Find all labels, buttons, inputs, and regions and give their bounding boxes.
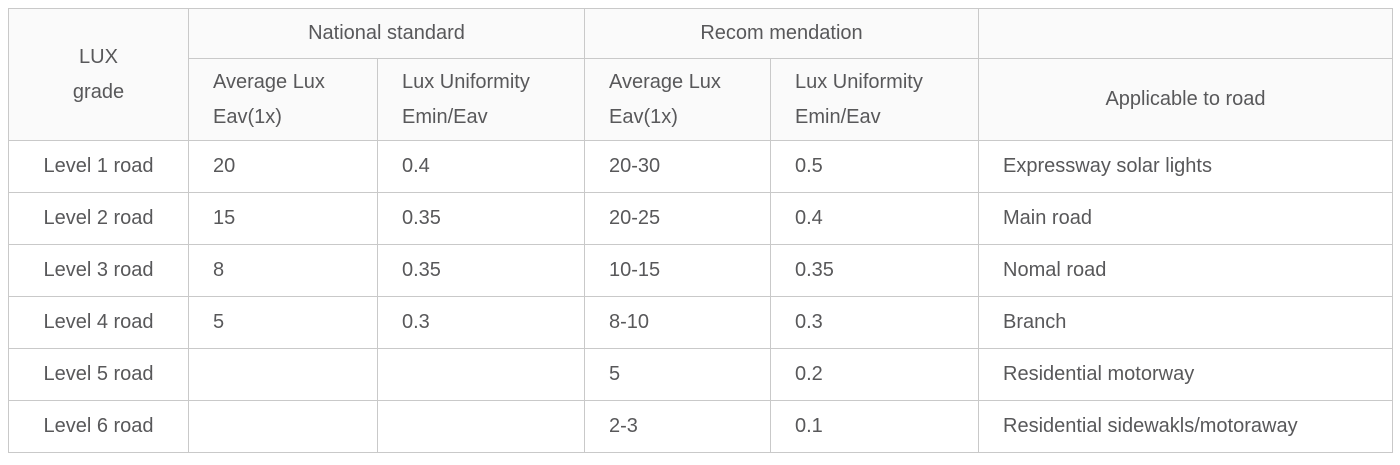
cell-national-avg: 5 [188,296,378,349]
table-row-level-4: Level 4 road 5 0.3 8-10 0.3 Branch [8,296,1393,349]
cell-national-avg: 20 [188,140,378,193]
cell-recom-uniformity: 0.3 [770,296,979,349]
cell-recom-avg: 8-10 [584,296,771,349]
cell-applicable: Residential sidewakls/motoraway [978,400,1393,453]
header-recom-uniformity: Lux Uniformity Emin/Eav [770,58,979,141]
cell-grade: Level 3 road [8,244,189,297]
header-applicable-to-road: Applicable to road [978,58,1393,141]
header-national-average-lux: Average Lux Eav(1x) [188,58,378,141]
cell-recom-avg: 10-15 [584,244,771,297]
cell-recom-avg: 5 [584,348,771,401]
lux-grade-table: LUX grade National standard Recom mendat… [8,8,1393,453]
cell-grade: Level 2 road [8,192,189,245]
table-row-level-6: Level 6 road 2-3 0.1 Residential sidewak… [8,400,1393,453]
cell-applicable: Branch [978,296,1393,349]
header-group-national-standard: National standard [188,8,585,59]
cell-recom-uniformity: 0.35 [770,244,979,297]
cell-grade: Level 1 road [8,140,189,193]
cell-national-avg: 15 [188,192,378,245]
cell-grade: Level 6 road [8,400,189,453]
cell-recom-uniformity: 0.4 [770,192,979,245]
cell-applicable: Residential motorway [978,348,1393,401]
cell-national-uniformity [377,400,585,453]
header-national-uniformity: Lux Uniformity Emin/Eav [377,58,585,141]
cell-national-avg: 8 [188,244,378,297]
table-body: Level 1 road 20 0.4 20-30 0.5 Expressway… [8,140,1393,453]
cell-recom-uniformity: 0.2 [770,348,979,401]
cell-recom-avg: 20-30 [584,140,771,193]
header-group-recommendation: Recom mendation [584,8,979,59]
cell-grade: Level 5 road [8,348,189,401]
header-sub-row: Average Lux Eav(1x) Lux Uniformity Emin/… [9,58,1393,141]
cell-national-uniformity: 0.35 [377,244,585,297]
header-lux-grade: LUX grade [8,8,189,141]
cell-recom-uniformity: 0.1 [770,400,979,453]
cell-national-avg [188,348,378,401]
cell-national-uniformity: 0.3 [377,296,585,349]
cell-recom-avg: 20-25 [584,192,771,245]
cell-recom-uniformity: 0.5 [770,140,979,193]
table-header: LUX grade National standard Recom mendat… [8,8,1393,141]
cell-applicable: Main road [978,192,1393,245]
header-recom-average-lux: Average Lux Eav(1x) [584,58,771,141]
table-row-level-1: Level 1 road 20 0.4 20-30 0.5 Expressway… [8,140,1393,193]
cell-national-avg [188,400,378,453]
header-corner-blank [978,8,1393,59]
cell-applicable: Nomal road [978,244,1393,297]
table-row-level-2: Level 2 road 15 0.35 20-25 0.4 Main road [8,192,1393,245]
cell-national-uniformity: 0.4 [377,140,585,193]
cell-national-uniformity [377,348,585,401]
cell-national-uniformity: 0.35 [377,192,585,245]
header-group-row: LUX grade National standard Recom mendat… [8,8,1393,141]
cell-grade: Level 4 road [8,296,189,349]
cell-recom-avg: 2-3 [584,400,771,453]
cell-applicable: Expressway solar lights [978,140,1393,193]
table-row-level-5: Level 5 road 5 0.2 Residential motorway [8,348,1393,401]
table-row-level-3: Level 3 road 8 0.35 10-15 0.35 Nomal roa… [8,244,1393,297]
